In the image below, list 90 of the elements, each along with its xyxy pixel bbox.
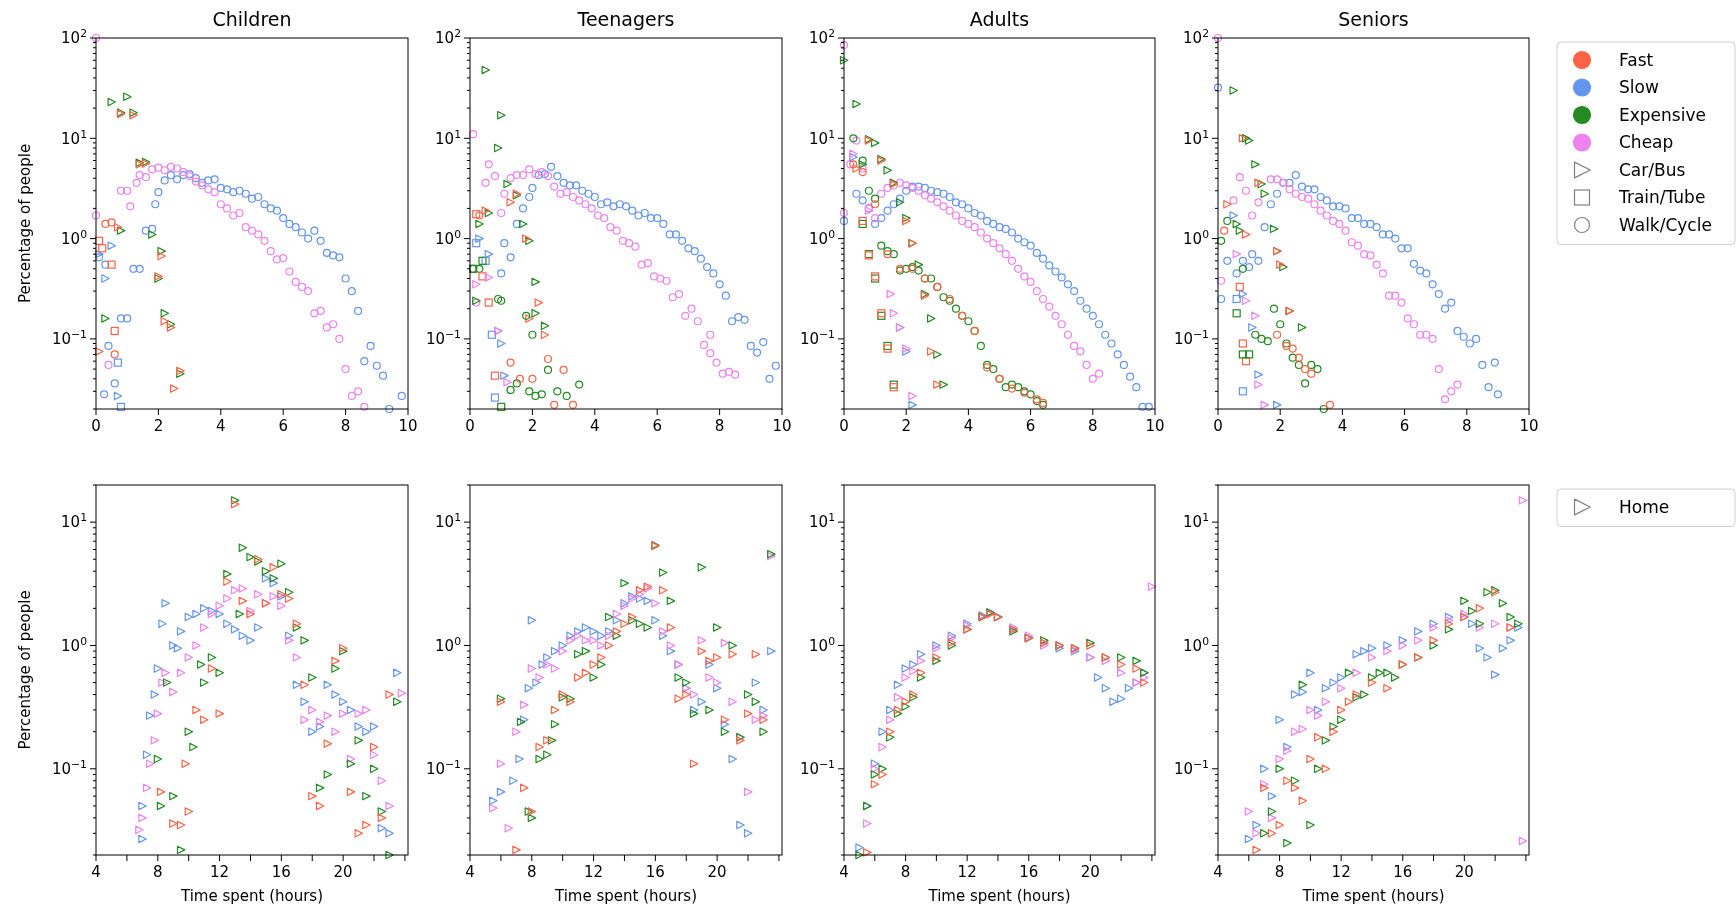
- x-tick-label: 2: [1275, 417, 1285, 435]
- legend-label: Home: [1619, 496, 1670, 517]
- y-tick-label: 10$^{2}$: [435, 26, 461, 48]
- x-tick-label: 16: [271, 863, 291, 881]
- x-tick-label: 20: [1080, 863, 1100, 881]
- x-tick-label: 2: [153, 417, 164, 435]
- y-tick-label: 10$^{2}$: [809, 26, 835, 48]
- x-tick-label: 0: [839, 417, 849, 435]
- x-tick-label: 4: [590, 417, 600, 435]
- y-tick-label: 10$^{1}$: [61, 127, 87, 148]
- y-tick-label: 10$^{−1}$: [1173, 327, 1209, 349]
- y-tick-label: 10$^{1}$: [1183, 510, 1209, 532]
- y-tick-label: 10$^{−1}$: [425, 757, 461, 779]
- x-axis-title: Time spent (hours): [553, 887, 698, 905]
- x-tick-label: 10: [1145, 417, 1165, 435]
- x-tick-label: 12: [957, 863, 977, 881]
- x-tick-label: 0: [1213, 417, 1223, 435]
- x-tick-label: 0: [91, 417, 101, 435]
- y-tick-label: 10$^{−1}$: [51, 757, 87, 779]
- y-tick-label: 10$^{0}$: [809, 634, 836, 655]
- x-tick-label: 8: [527, 863, 537, 881]
- x-tick-label: 16: [1019, 863, 1039, 881]
- x-tick-label: 12: [1331, 863, 1351, 881]
- y-tick-label: 10$^{0}$: [435, 634, 462, 655]
- x-tick-label: 10: [1519, 417, 1539, 435]
- y-tick-label: 10$^{−1}$: [425, 327, 461, 349]
- x-tick-label: 6: [278, 417, 288, 435]
- x-tick-label: 20: [707, 863, 727, 881]
- x-tick-label: 12: [210, 863, 230, 881]
- x-tick-label: 16: [645, 863, 665, 881]
- x-tick-label: 2: [901, 417, 911, 435]
- y-tick-label: 10$^{1}$: [435, 127, 461, 148]
- x-tick-label: 4: [839, 863, 849, 881]
- legend-label: Fast: [1619, 49, 1654, 70]
- x-tick-label: 8: [340, 417, 351, 435]
- x-tick-label: 4: [1337, 417, 1348, 435]
- legend-label: Train/Tube: [1618, 187, 1706, 208]
- y-tick-label: 10$^{0}$: [435, 227, 462, 248]
- x-tick-label: 4: [1213, 863, 1223, 881]
- chart-title: Seniors: [1338, 8, 1409, 30]
- y-tick-label: 10$^{1}$: [809, 127, 835, 148]
- y-tick-label: 10$^{0}$: [809, 227, 836, 248]
- x-tick-label: 4: [963, 417, 974, 435]
- x-tick-label: 4: [216, 417, 226, 435]
- chart-title: Teenagers: [576, 8, 675, 30]
- x-tick-label: 20: [333, 863, 353, 881]
- y-tick-label: 10$^{0}$: [1183, 634, 1210, 655]
- y-tick-label: 10$^{1}$: [809, 510, 835, 532]
- x-tick-label: 8: [1274, 863, 1285, 881]
- x-tick-label: 8: [900, 863, 911, 881]
- legend-label: Walk/Cycle: [1619, 214, 1712, 235]
- y-tick-label: 10$^{−1}$: [51, 327, 87, 349]
- y-tick-label: 10$^{2}$: [61, 26, 87, 48]
- x-axis-title: Time spent (hours): [1301, 887, 1445, 905]
- x-tick-label: 8: [153, 863, 163, 881]
- y-tick-label: 10$^{−1}$: [799, 327, 835, 349]
- x-tick-label: 6: [1399, 417, 1410, 435]
- legend-label: Expensive: [1619, 104, 1706, 125]
- y-axis-title: Percentage of people: [16, 590, 34, 750]
- x-axis-title: Time spent (hours): [179, 887, 324, 905]
- x-tick-label: 0: [465, 417, 475, 435]
- x-tick-label: 4: [465, 863, 475, 881]
- legend-label: Slow: [1619, 77, 1659, 98]
- x-tick-label: 12: [584, 863, 604, 881]
- chart-title: Adults: [969, 8, 1030, 30]
- x-tick-label: 2: [527, 417, 538, 435]
- x-tick-label: 20: [1454, 863, 1474, 881]
- y-tick-label: 10$^{1}$: [435, 510, 461, 532]
- y-tick-label: 10$^{1}$: [61, 510, 87, 532]
- y-axis-title: Percentage of people: [16, 143, 34, 304]
- y-tick-label: 10$^{0}$: [61, 227, 88, 248]
- chart-title: Children: [212, 8, 292, 30]
- y-tick-label: 10$^{1}$: [1183, 127, 1209, 148]
- x-tick-label: 16: [1393, 863, 1413, 881]
- y-tick-label: 10$^{0}$: [1183, 227, 1210, 248]
- x-tick-label: 6: [1025, 417, 1036, 435]
- x-axis-title: Time spent (hours): [927, 887, 1071, 905]
- legend-label: Car/Bus: [1619, 159, 1686, 180]
- y-tick-label: 10$^{−1}$: [1173, 757, 1209, 779]
- x-tick-label: 6: [652, 417, 662, 435]
- x-tick-label: 4: [91, 863, 101, 881]
- y-tick-label: 10$^{−1}$: [799, 757, 835, 779]
- x-tick-label: 8: [1462, 417, 1472, 435]
- x-tick-label: 8: [714, 417, 725, 435]
- x-tick-label: 8: [1088, 417, 1098, 435]
- x-tick-label: 10: [772, 417, 792, 435]
- y-tick-label: 10$^{0}$: [61, 634, 88, 655]
- y-tick-label: 10$^{2}$: [1183, 26, 1209, 48]
- x-tick-label: 10: [398, 417, 418, 435]
- legend-label: Cheap: [1619, 132, 1674, 153]
